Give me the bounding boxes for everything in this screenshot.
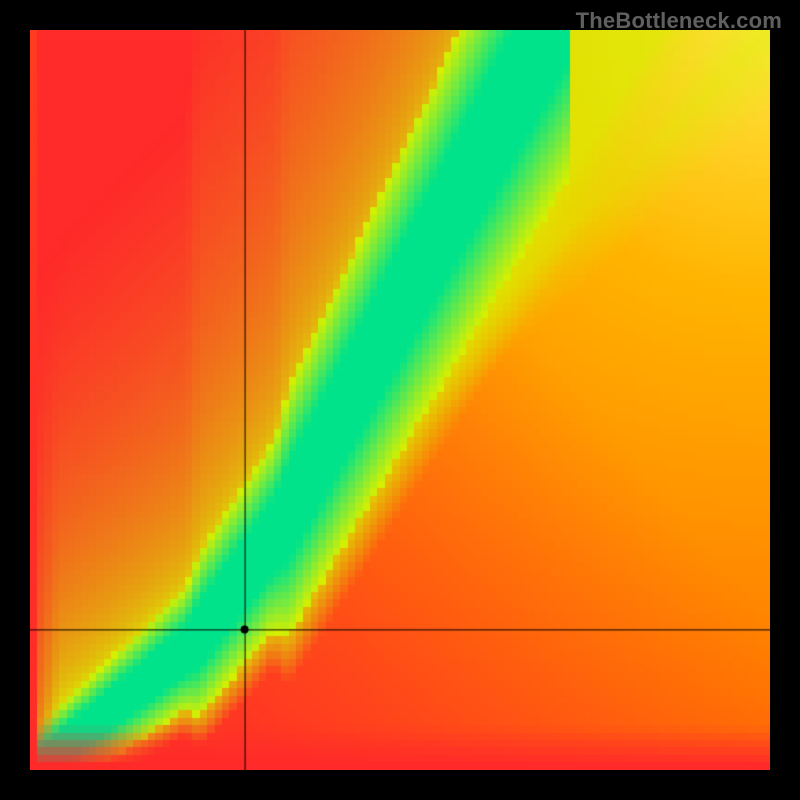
- watermark-text: TheBottleneck.com: [576, 8, 782, 34]
- chart-container: TheBottleneck.com: [0, 0, 800, 800]
- bottleneck-heatmap: [30, 30, 770, 770]
